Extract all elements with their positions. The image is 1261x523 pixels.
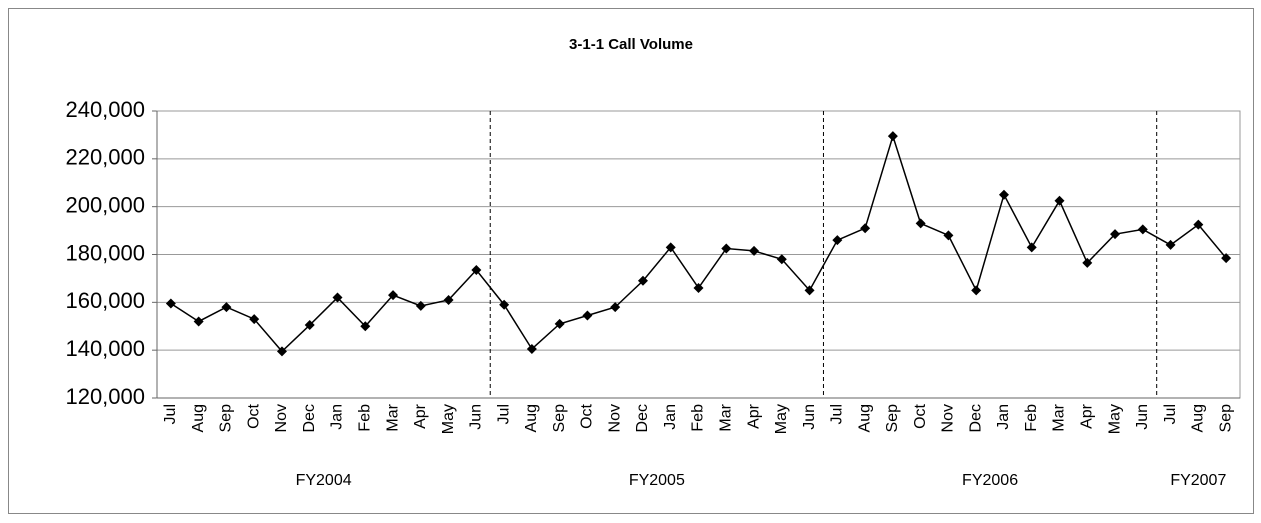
point-marker	[721, 243, 732, 254]
x-tick-label: Jan	[995, 404, 1012, 430]
point-marker	[860, 223, 871, 234]
x-tick-label: Oct	[912, 403, 929, 428]
x-tick-label: Dec	[301, 404, 318, 432]
point-marker	[1221, 253, 1232, 264]
x-tick-label: Dec	[967, 404, 984, 432]
point-marker	[388, 290, 399, 301]
point-marker	[471, 265, 482, 276]
x-tick-label: Aug	[856, 404, 873, 432]
x-tick-label: Jan	[329, 404, 346, 430]
x-tick-label: Mar	[1051, 403, 1068, 431]
point-marker	[665, 242, 676, 253]
point-marker	[499, 299, 510, 310]
group-label: FY2007	[1170, 472, 1226, 489]
x-tick-label: Apr	[1078, 403, 1095, 429]
x-tick-label: Feb	[356, 404, 373, 432]
y-tick-label: 240,000	[65, 97, 145, 122]
point-marker	[832, 235, 843, 246]
y-tick-label: 140,000	[65, 336, 145, 361]
point-marker	[804, 285, 815, 296]
y-tick-label: 180,000	[65, 240, 145, 265]
point-marker	[1193, 219, 1204, 230]
x-tick-label: Feb	[690, 404, 707, 432]
point-marker	[1054, 195, 1065, 206]
point-marker	[610, 302, 621, 313]
point-marker	[415, 300, 426, 311]
point-marker	[526, 343, 537, 354]
x-tick-label: Oct	[579, 403, 596, 428]
x-tick-label: Jan	[662, 404, 679, 430]
x-tick-label: Nov	[940, 404, 957, 432]
point-marker	[1082, 257, 1093, 268]
point-marker	[304, 320, 315, 331]
point-marker	[776, 254, 787, 265]
point-marker	[582, 310, 593, 321]
x-tick-label: Nov	[606, 404, 623, 432]
x-tick-label: Mar	[384, 403, 401, 431]
point-marker	[249, 314, 260, 325]
point-marker	[165, 298, 176, 309]
point-marker	[193, 316, 204, 327]
x-tick-label: Mar	[717, 403, 734, 431]
point-marker	[915, 218, 926, 229]
point-marker	[998, 189, 1009, 200]
point-marker	[971, 285, 982, 296]
point-marker	[1110, 229, 1121, 240]
x-tick-label: May	[773, 404, 790, 434]
x-tick-label: Sep	[551, 404, 568, 433]
point-marker	[360, 321, 371, 332]
x-tick-label: Jun	[1134, 404, 1151, 430]
x-tick-label: Apr	[412, 403, 429, 429]
x-tick-label: Aug	[190, 404, 207, 432]
x-tick-label: Apr	[745, 403, 762, 429]
y-tick-label: 160,000	[65, 288, 145, 313]
y-tick-label: 220,000	[65, 145, 145, 170]
x-tick-label: Jul	[1162, 404, 1179, 424]
y-tick-label: 200,000	[65, 192, 145, 217]
x-tick-label: Feb	[1023, 404, 1040, 432]
x-tick-label: Nov	[273, 404, 290, 432]
point-marker	[943, 230, 954, 241]
point-marker	[276, 346, 287, 357]
point-marker	[332, 292, 343, 303]
x-tick-label: May	[440, 404, 457, 434]
x-tick-label: Dec	[634, 404, 651, 432]
x-tick-label: Sep	[1217, 404, 1234, 433]
point-marker	[887, 131, 898, 142]
x-tick-label: Aug	[523, 404, 540, 432]
x-tick-label: Jul	[162, 404, 179, 424]
y-tick-label: 120,000	[65, 384, 145, 409]
x-tick-label: Aug	[1190, 404, 1207, 432]
group-label: FY2006	[962, 472, 1018, 489]
point-marker	[749, 245, 760, 256]
point-marker	[443, 294, 454, 305]
x-tick-label: Sep	[884, 404, 901, 433]
group-label: FY2004	[296, 472, 352, 489]
x-tick-label: May	[1106, 404, 1123, 434]
point-marker	[637, 275, 648, 286]
group-label: FY2005	[629, 472, 685, 489]
x-tick-label: Jun	[468, 404, 485, 430]
point-marker	[693, 282, 704, 293]
x-tick-label: Jun	[801, 404, 818, 430]
x-tick-label: Jul	[495, 404, 512, 424]
x-tick-label: Jul	[829, 404, 846, 424]
chart-border	[8, 8, 1254, 514]
point-marker	[1137, 224, 1148, 235]
x-tick-label: Oct	[245, 403, 262, 428]
x-tick-label: Sep	[218, 404, 235, 433]
point-marker	[1026, 242, 1037, 253]
chart-title: 3-1-1 Call Volume	[569, 36, 693, 53]
point-marker	[221, 302, 232, 313]
point-marker	[554, 318, 565, 329]
point-marker	[1165, 239, 1176, 250]
